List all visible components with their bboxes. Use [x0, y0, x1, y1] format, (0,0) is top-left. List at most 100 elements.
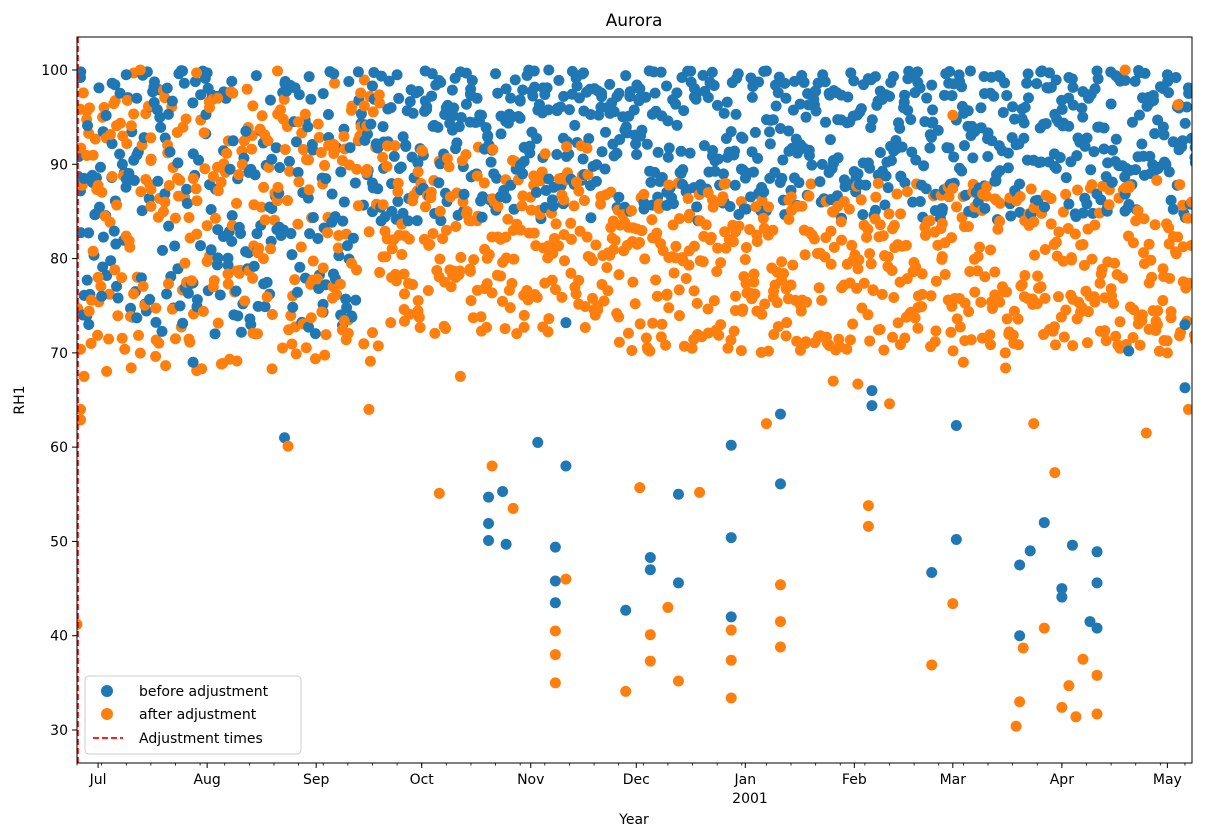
- before-cloud-point: [1098, 143, 1110, 155]
- before-cloud-point: [111, 280, 123, 292]
- after-cloud-point: [174, 174, 186, 186]
- before-cloud-point: [1040, 118, 1052, 130]
- before-adjustment-point: [483, 491, 495, 503]
- before-cloud-point: [412, 157, 424, 169]
- before-cloud-point: [824, 134, 836, 146]
- before-cloud-point: [83, 227, 95, 239]
- after-cloud-point: [434, 205, 446, 217]
- after-cloud-point: [145, 132, 157, 144]
- before-adjustment-point: [250, 70, 262, 82]
- after-cloud-point: [265, 243, 277, 255]
- after-cloud-point: [1143, 238, 1155, 250]
- after-cloud-point: [184, 336, 196, 348]
- after-cloud-point: [974, 241, 986, 253]
- before-cloud-point: [529, 81, 541, 93]
- after-cloud-point: [836, 234, 848, 246]
- before-cloud-point: [245, 319, 257, 331]
- before-cloud-point: [596, 146, 608, 158]
- after-adjustment-point: [159, 196, 171, 208]
- before-adjustment-point: [391, 69, 403, 81]
- after-adjustment-point: [1140, 427, 1152, 439]
- after-adjustment-point: [862, 500, 874, 512]
- before-cloud-point: [159, 188, 171, 200]
- after-cloud-point: [1170, 248, 1182, 260]
- before-cloud-point: [166, 95, 178, 107]
- x-tick-label: Nov: [517, 772, 544, 788]
- before-cloud-point: [261, 276, 273, 288]
- before-adjustment-point: [187, 356, 199, 368]
- after-cloud-point: [640, 332, 652, 344]
- after-cloud-point: [481, 278, 493, 290]
- after-cloud-point: [1152, 305, 1164, 317]
- before-cloud-point: [227, 135, 239, 147]
- after-cloud-point: [855, 194, 867, 206]
- before-cloud-point: [344, 142, 356, 154]
- before-cloud-point: [388, 150, 400, 162]
- after-cloud-point: [1188, 330, 1192, 341]
- after-cloud-point: [311, 273, 323, 285]
- before-cloud-point: [1098, 122, 1110, 134]
- before-cloud-point: [205, 244, 217, 256]
- after-cloud-point: [255, 201, 267, 213]
- after-adjustment-point: [827, 375, 839, 387]
- before-cloud-point: [752, 152, 764, 164]
- after-adjustment-point: [271, 65, 283, 77]
- after-cloud-point: [1105, 283, 1117, 295]
- before-cloud-point: [941, 142, 953, 154]
- after-cloud-point: [1045, 193, 1057, 205]
- before-cloud-point: [874, 147, 886, 159]
- before-adjustment-point: [1091, 65, 1103, 77]
- before-adjustment-point: [662, 115, 674, 127]
- before-cloud-point: [83, 318, 95, 330]
- after-cloud-point: [1094, 277, 1106, 289]
- before-cloud-point: [120, 181, 132, 193]
- after-cloud-point: [573, 274, 585, 286]
- before-cloud-point: [495, 128, 507, 140]
- after-cloud-point: [547, 247, 559, 259]
- after-cloud-point: [299, 108, 311, 120]
- before-cloud-point: [803, 144, 815, 156]
- after-cloud-point: [1086, 253, 1098, 265]
- after-adjustment-point: [725, 692, 737, 704]
- before-cloud-point: [806, 159, 818, 171]
- before-cloud-point: [105, 255, 117, 267]
- after-cloud-point: [128, 288, 140, 300]
- after-adjustment-point: [180, 113, 192, 125]
- before-adjustment-point: [440, 102, 452, 114]
- before-cloud-point: [842, 91, 854, 103]
- before-cloud-point: [1002, 147, 1014, 159]
- before-adjustment-point: [718, 107, 730, 119]
- before-cloud-point: [649, 87, 661, 99]
- before-cloud-point: [749, 126, 761, 138]
- before-cloud-point: [451, 137, 463, 149]
- after-cloud-point: [590, 239, 602, 251]
- before-adjustment-point: [898, 102, 910, 114]
- after-cloud-point: [816, 294, 828, 306]
- after-cloud-point: [425, 192, 437, 204]
- before-cloud-point: [926, 117, 938, 129]
- after-cloud-point: [1138, 247, 1150, 259]
- after-cloud-point: [708, 295, 720, 307]
- before-cloud-point: [460, 98, 472, 110]
- before-cloud-point: [1054, 151, 1066, 163]
- after-cloud-point: [1149, 219, 1161, 231]
- before-adjustment-point: [82, 120, 94, 132]
- after-cloud-point: [119, 343, 131, 355]
- after-adjustment-point: [124, 241, 136, 253]
- before-cloud-point: [772, 87, 784, 99]
- after-cloud-point: [900, 239, 912, 251]
- after-cloud-point: [1039, 292, 1051, 304]
- after-cloud-point: [864, 248, 876, 260]
- y-tick-label: 30: [50, 723, 68, 739]
- after-cloud-point: [77, 343, 87, 355]
- after-cloud-point: [985, 339, 997, 351]
- after-cloud-point: [380, 251, 392, 263]
- after-cloud-point: [92, 329, 104, 341]
- after-adjustment-point: [85, 337, 97, 349]
- before-cloud-point: [631, 148, 643, 160]
- after-adjustment-point: [715, 319, 727, 331]
- after-cloud-point: [332, 242, 344, 254]
- before-cloud-point: [614, 133, 626, 145]
- after-adjustment-point: [549, 649, 561, 661]
- before-cloud-point: [729, 179, 741, 191]
